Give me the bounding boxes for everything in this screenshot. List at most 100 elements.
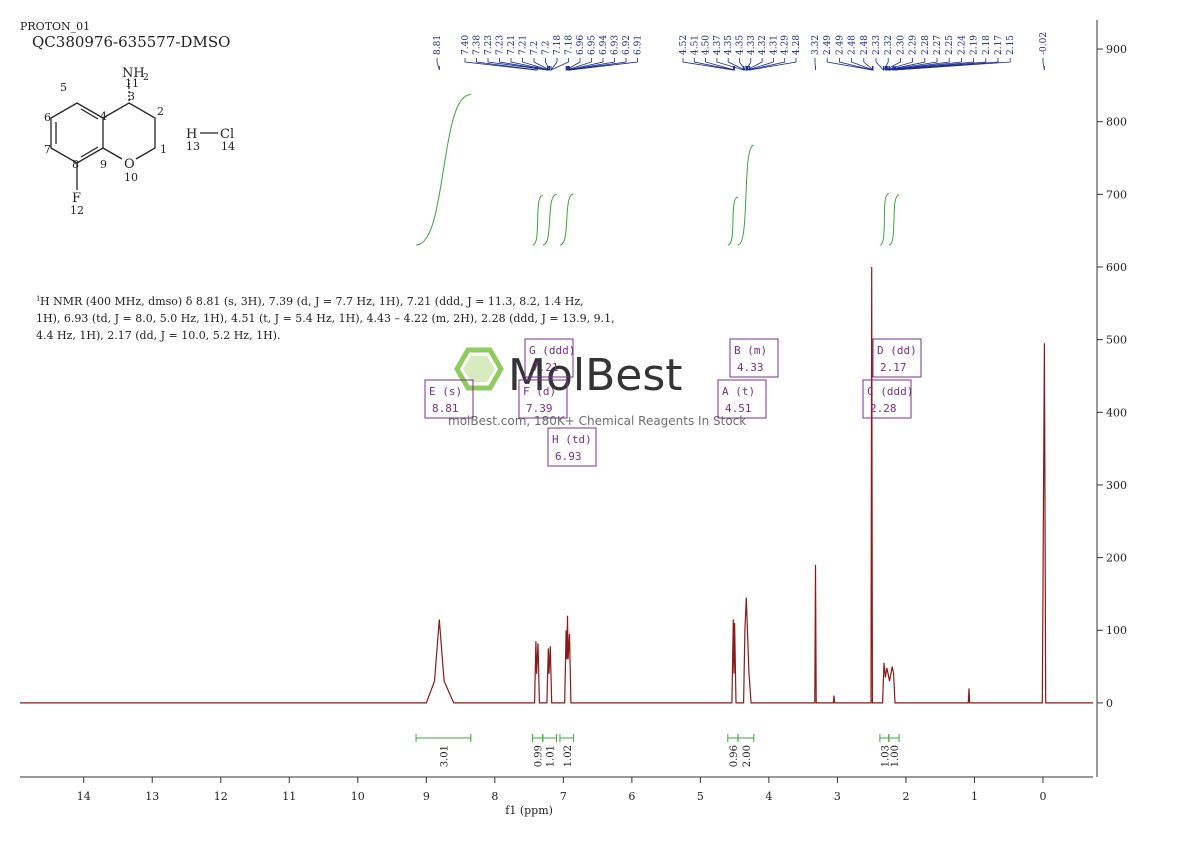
- multiplet-shift: 4.51: [725, 402, 752, 415]
- nmr-text-line: 4.4 Hz, 1H), 2.17 (dd, J = 10.0, 5.2 Hz,…: [36, 329, 280, 342]
- peak-label: 7.38: [473, 35, 483, 55]
- peak-connector: [1042, 58, 1045, 71]
- peak-label: 6.94: [599, 35, 609, 55]
- peak-connector: [693, 58, 735, 71]
- multiplet-box: [518, 379, 568, 419]
- integral-curve: [542, 194, 557, 246]
- peak-connector: [749, 58, 797, 71]
- multiplet-box: [524, 338, 574, 378]
- peak-connector: [895, 58, 1011, 71]
- peak-connector: [499, 58, 548, 71]
- multiplet-name: H (td): [552, 433, 592, 446]
- y-tick-label: 500: [1106, 334, 1127, 347]
- peak-label: 6.92: [622, 35, 632, 55]
- peak-label: 3.32: [811, 35, 821, 55]
- y-tick-label: 300: [1106, 479, 1127, 492]
- peak-connector: [885, 58, 913, 71]
- peak-label: 2.49: [835, 35, 845, 55]
- x-tick-label: 14: [77, 790, 91, 803]
- integral-curve: [888, 194, 900, 246]
- integral-label: 3.01: [439, 745, 450, 767]
- peak-label: 2.30: [896, 35, 906, 55]
- multiplet-name: E (s): [429, 385, 462, 398]
- peak-label: 7.18: [565, 35, 575, 55]
- integral-label: 2.00: [742, 745, 753, 767]
- integral-label: 1.02: [563, 745, 574, 767]
- peak-connector: [893, 58, 999, 71]
- peak-connector: [839, 58, 873, 71]
- peak-label: 4.51: [690, 35, 700, 55]
- x-tick-label: 12: [214, 790, 228, 803]
- multiplet-name: C (ddd): [867, 385, 913, 398]
- atom-number: 11: [125, 77, 139, 90]
- peak-label: 4.50: [702, 35, 712, 55]
- atom-symbol: NH: [122, 66, 145, 81]
- integral-bracket: [415, 734, 472, 742]
- atom-number: 8: [72, 158, 79, 171]
- peak-label: 4.33: [747, 35, 757, 55]
- x-tick-label: 6: [628, 790, 635, 803]
- atom-number: 13: [186, 140, 200, 153]
- atom-number: 4: [100, 110, 107, 123]
- superscript: 1: [36, 295, 40, 303]
- y-tick-label: 200: [1106, 552, 1127, 565]
- peak-label: 7.23: [484, 35, 494, 55]
- peak-connector: [875, 58, 884, 72]
- peak-connector: [550, 58, 569, 71]
- peak-label: 7.40: [461, 35, 471, 55]
- multiplet-box: [862, 379, 912, 419]
- peak-label: 4.29: [781, 35, 791, 55]
- peak-label: 7.2: [530, 41, 540, 55]
- integral-label: 1.00: [890, 745, 901, 767]
- integral-curve: [737, 144, 755, 246]
- peak-label: 2.15: [1006, 35, 1016, 55]
- y-tick-label: 900: [1106, 43, 1127, 56]
- x-tick-label: 5: [697, 790, 704, 803]
- multiplet-name: B (m): [734, 344, 767, 357]
- atom-number: 12: [70, 204, 84, 217]
- peak-connector: [567, 58, 604, 71]
- y-tick-label: 700: [1106, 188, 1127, 201]
- peak-label: 2.49: [823, 35, 833, 55]
- watermark-logo: MolBest molBest.com, 180K+ Chemical Reag…: [448, 347, 746, 428]
- y-tick-label: 600: [1106, 261, 1127, 274]
- peak-label: 6.93: [611, 35, 621, 55]
- x-tick-label: 10: [351, 790, 365, 803]
- peak-connector: [888, 58, 950, 71]
- peak-connector: [889, 58, 962, 71]
- peak-label: 7.23: [496, 35, 506, 55]
- peak-label: 2.33: [872, 35, 882, 55]
- multiplet-shift: 6.93: [555, 450, 582, 463]
- peak-label: 2.18: [982, 35, 992, 55]
- peak-label: 2.25: [945, 35, 955, 55]
- peak-label: 4.31: [769, 35, 779, 55]
- peak-connector: [892, 58, 974, 71]
- y-tick-label: 100: [1106, 624, 1127, 637]
- atom-symbol: 2: [143, 73, 149, 83]
- atom-symbol: H: [186, 127, 197, 142]
- atom-number: 9: [100, 158, 107, 171]
- x-tick-label: 9: [423, 790, 430, 803]
- peak-label: 7.2: [542, 41, 552, 55]
- peak-label: 8.81: [433, 35, 443, 55]
- watermark-tagline: molBest.com, 180K+ Chemical Reagents In …: [448, 414, 746, 428]
- atom-number: 1: [160, 143, 167, 156]
- multiplet-shift: 4.33: [737, 361, 764, 374]
- nmr-text-line: H NMR (400 MHz, dmso) δ 8.81 (s, 3H), 7.…: [40, 295, 584, 308]
- integral-bracket: [879, 734, 890, 742]
- x-tick-label: 13: [145, 790, 159, 803]
- spectrum-line: [20, 266, 1093, 704]
- multiplet-shift: 2.17: [880, 361, 907, 374]
- peak-connector: [747, 58, 774, 71]
- peak-label: 2.29: [909, 35, 919, 55]
- peak-connector: [814, 58, 816, 71]
- multiplet-box: [717, 379, 767, 419]
- integral-label: 1.01: [546, 745, 557, 767]
- integral-bracket: [542, 734, 557, 742]
- integral-bracket: [737, 734, 755, 742]
- x-tick-label: 8: [491, 790, 498, 803]
- atom-number: 7: [44, 143, 51, 156]
- peak-connector: [566, 58, 592, 71]
- atom-number: 5: [60, 81, 67, 94]
